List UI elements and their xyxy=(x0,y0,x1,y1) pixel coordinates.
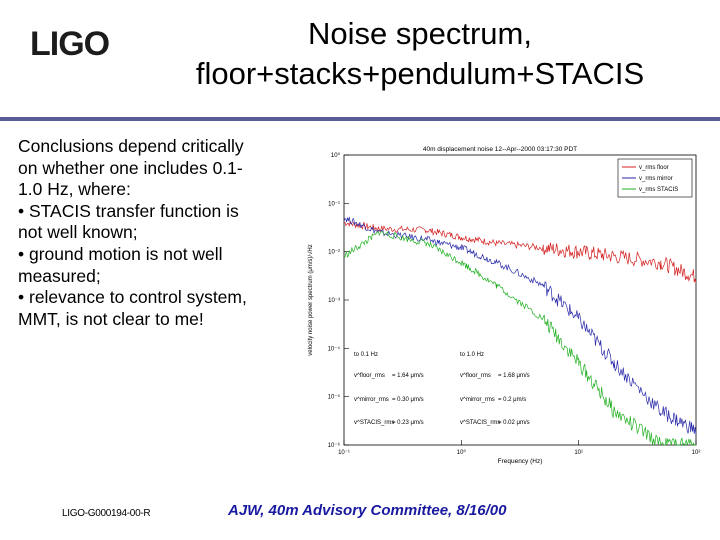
noise-spectrum-plot: 40m displacement noise 12--Apr--2000 03:… xyxy=(307,146,701,465)
chart-title: 40m displacement noise 12--Apr--2000 03:… xyxy=(423,146,577,153)
legend: v_rms floor v_rms mirror v_rms STACIS xyxy=(617,158,693,198)
series-line-stacis xyxy=(343,230,696,447)
document-id: LIGO-G000194-00-R xyxy=(62,508,151,519)
y-tick-label: 10⁻⁶ xyxy=(328,442,341,449)
body-line: • ground motion is not well xyxy=(18,243,223,264)
conclusions-text: Conclusions depend critically on whether… xyxy=(18,136,293,330)
body-line: 1.0 Hz, where: xyxy=(18,179,131,200)
series-line-floor xyxy=(343,219,697,284)
annot-row-label: v^STACIS_rms xyxy=(460,420,500,426)
title-line-1: Noise spectrum, xyxy=(308,16,532,51)
y-tick-label: 10⁻² xyxy=(328,250,340,256)
y-tick-label: 10⁰ xyxy=(331,152,341,159)
series-line-mirror xyxy=(343,216,697,435)
annot-row-label: v^floor_rms xyxy=(460,373,491,379)
meeting-credit: AJW, 40m Advisory Committee, 8/16/00 xyxy=(228,502,507,519)
body-line: • STACIS transfer function is xyxy=(18,200,239,221)
annot-right-header: to 1.0 Hz xyxy=(460,352,484,358)
body-line: not well known; xyxy=(18,222,138,243)
y-tick-label: 10⁻¹ xyxy=(328,201,340,207)
x-axis-label: Frequency (Hz) xyxy=(498,458,543,465)
annot-row-label: v^STACIS_rms xyxy=(354,420,394,426)
annot-row-right: = 0.02 μm/s xyxy=(498,420,530,426)
annot-row-right: = 0.2 μm/s xyxy=(498,397,526,403)
slide-title: Noise spectrum, floor+stacks+pendulum+ST… xyxy=(140,14,700,94)
x-tick-label: 10¹ xyxy=(574,450,583,456)
annot-row-label: v^mirror_rms xyxy=(354,397,389,403)
title-line-2: floor+stacks+pendulum+STACIS xyxy=(195,56,645,91)
body-line: measured; xyxy=(18,265,101,286)
annot-row-left: = 0.23 μm/s xyxy=(392,420,424,426)
y-tick-label: 10⁻⁴ xyxy=(328,345,341,352)
legend-label-stacis: v_rms STACIS xyxy=(639,187,678,193)
legend-label-floor: v_rms floor xyxy=(639,165,669,171)
x-tick-label: 10⁻¹ xyxy=(338,450,350,456)
x-tick-label: 10² xyxy=(692,450,701,456)
annot-row-left: = 0.30 μm/s xyxy=(392,397,424,403)
legend-label-mirror: v_rms mirror xyxy=(639,176,673,182)
y-tick-label: 10⁻⁵ xyxy=(328,394,341,401)
annot-row-label: v^floor_rms xyxy=(354,373,385,379)
rms-annotations: to 0.1 Hz to 1.0 Hz v^floor_rms = 1.64 μ… xyxy=(354,352,530,426)
title-divider xyxy=(0,117,720,121)
body-line: on whether one includes 0.1- xyxy=(18,157,243,178)
annot-left-header: to 0.1 Hz xyxy=(354,352,378,358)
x-tick-label: 10⁰ xyxy=(457,449,467,456)
body-line: MMT, is not clear to me! xyxy=(18,308,204,329)
annot-row-label: v^mirror_rms xyxy=(460,397,495,403)
annot-row-right: = 1.68 μm/s xyxy=(498,373,530,379)
y-axis-label: velocity noise power spectrum (μm/s)/√Hz xyxy=(307,244,314,355)
ligo-logo-text: LIGO xyxy=(30,25,110,62)
body-line: Conclusions depend critically xyxy=(18,136,244,156)
annot-row-left: = 1.64 μm/s xyxy=(392,373,424,379)
ligo-logo: LIGO xyxy=(30,25,111,62)
y-tick-label: 10⁻³ xyxy=(328,298,340,304)
body-line: • relevance to control system, xyxy=(18,287,247,308)
